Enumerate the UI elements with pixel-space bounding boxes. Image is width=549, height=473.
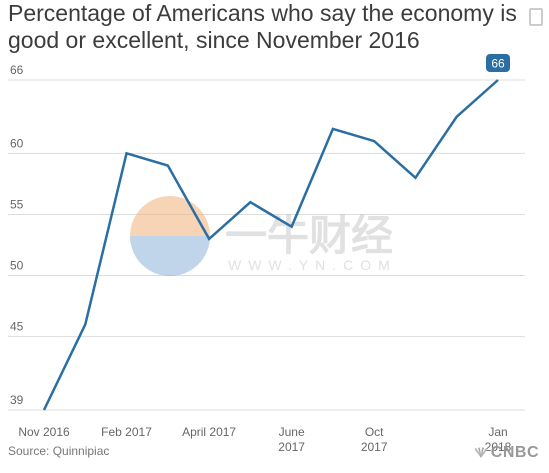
source-note: Source: Quinnipiac	[8, 444, 110, 458]
value-label-box	[486, 54, 510, 72]
x-tick-label: 2017	[361, 440, 388, 454]
y-tick-label: 60	[10, 136, 24, 150]
y-tick-label: 45	[10, 320, 24, 334]
chart-title: Percentage of Americans who say the econ…	[8, 0, 517, 53]
watermark-logo-half	[130, 236, 210, 276]
y-tick-label: 55	[10, 197, 24, 211]
peacock-icon	[474, 447, 488, 458]
x-tick-label: June	[279, 425, 305, 439]
y-tick-label: 66	[10, 63, 24, 77]
x-tick-label: 2017	[278, 440, 305, 454]
watermark-url: WWW.YN.COM	[228, 257, 397, 273]
value-label: 66	[491, 57, 505, 71]
watermark-text: 一牛财经	[225, 211, 393, 260]
series-line	[42, 79, 499, 411]
x-tick-label: Oct	[365, 425, 384, 439]
x-tick-label: Feb 2017	[101, 425, 152, 439]
y-tick-label: 39	[10, 393, 24, 407]
brand-text: CNBC	[490, 444, 539, 461]
x-tick-label: April 2017	[182, 425, 236, 439]
brand-logo: CNBC	[474, 444, 539, 462]
y-tick-label: 50	[10, 259, 24, 273]
x-tick-label: Jan	[488, 425, 507, 439]
x-tick-label: 2018	[485, 440, 512, 454]
expand-icon[interactable]	[529, 8, 543, 26]
x-tick-label: Nov 2016	[18, 425, 70, 439]
